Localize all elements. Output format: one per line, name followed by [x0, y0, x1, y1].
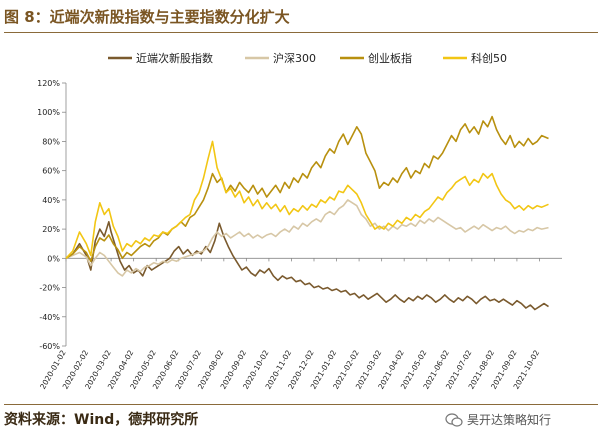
y-tick-label: 20%	[42, 225, 60, 234]
y-tick-label: 120%	[37, 79, 60, 88]
series-line-3	[65, 115, 549, 263]
y-tick-label: 60%	[42, 167, 60, 176]
y-tick-label: -40%	[39, 313, 60, 322]
chart-series	[65, 115, 549, 311]
line-chart: 近端次新股指数 沪深300 创业板指 科创50 -60% -40% -20% 0% 20% 40…	[37, 51, 562, 391]
series-line-4	[65, 140, 549, 259]
y-tick-label: -60%	[39, 342, 60, 351]
figure-title: 图 8：近端次新股指数与主要指数分化扩大	[4, 8, 290, 26]
legend-label: 创业板指	[368, 51, 412, 65]
watermark-text: 昊开达策略知行	[467, 413, 552, 427]
legend-label: 科创50	[471, 51, 507, 65]
y-tick-label: -20%	[39, 284, 60, 293]
top-divider	[4, 32, 598, 33]
series-line-1	[65, 221, 549, 311]
y-tick-label: 0%	[47, 254, 60, 263]
y-tick-label: 40%	[42, 196, 60, 205]
chart-axes: -60%-40%-20%0%20%40%60%80%100%120%2020-0…	[37, 79, 562, 391]
wechat-icon	[445, 412, 463, 427]
y-tick-label: 80%	[42, 137, 60, 146]
source-note: 资料来源：Wind，德邦研究所	[4, 412, 199, 428]
series-line-2	[65, 199, 549, 277]
y-tick-label: 100%	[37, 108, 60, 117]
watermark: 昊开达策略知行	[445, 411, 551, 428]
chart-legend: 近端次新股指数 沪深300 创业板指 科创50	[108, 51, 507, 65]
legend-label: 近端次新股指数	[136, 51, 213, 65]
bottom-divider	[4, 404, 598, 405]
legend-label: 沪深300	[273, 51, 316, 65]
